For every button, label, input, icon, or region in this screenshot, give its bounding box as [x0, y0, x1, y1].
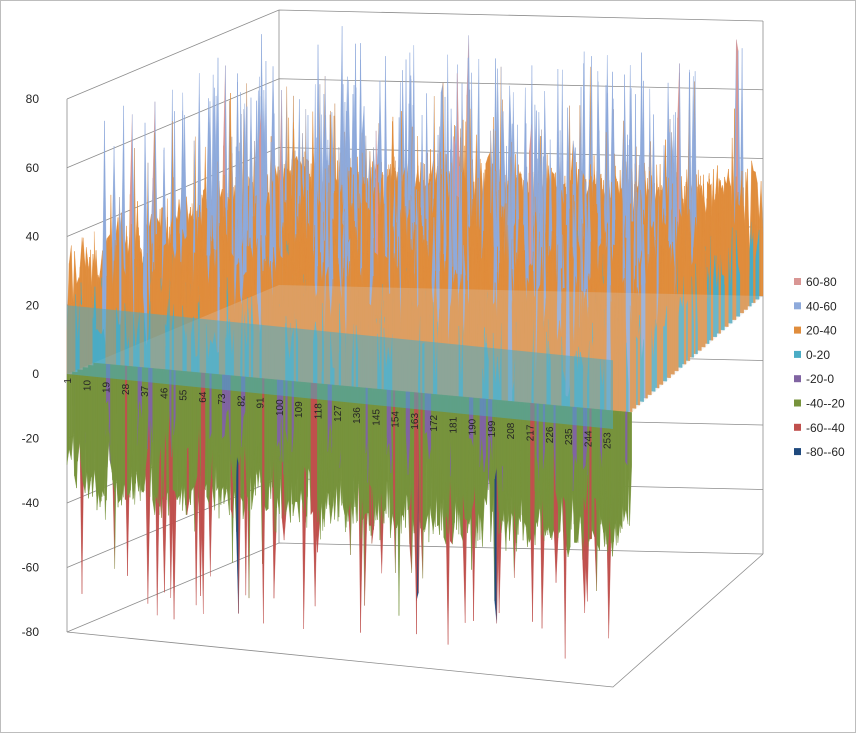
gridline [66, 78, 764, 169]
floor-edge [66, 553, 764, 688]
surface-facet [760, 181, 764, 297]
surface-facet [753, 224, 756, 303]
gridline [66, 9, 764, 100]
surface-facet [759, 181, 762, 297]
surface-facet [751, 232, 754, 303]
